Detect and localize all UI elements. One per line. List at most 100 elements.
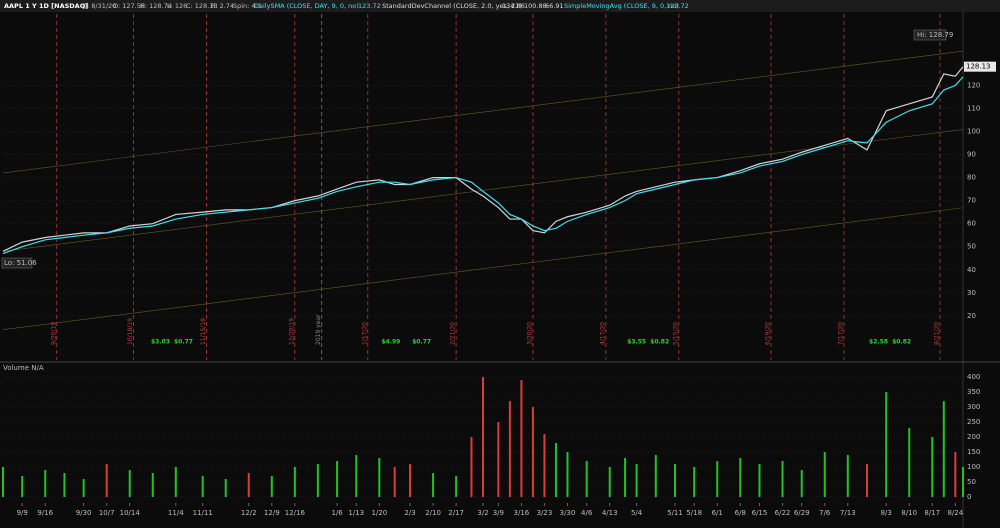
y-tick-label: 200: [967, 433, 980, 441]
volume-bar: [470, 437, 473, 497]
lo-label: Lo: 51.06: [4, 259, 37, 267]
x-tick-label: 10/7: [99, 509, 115, 517]
volume-bar: [270, 476, 273, 497]
y-tick-label: 100: [967, 128, 980, 136]
dividend-label: $3.03: [151, 339, 170, 346]
volume-bar: [224, 479, 227, 497]
channel-line: [2, 129, 964, 252]
volume-bar: [846, 455, 849, 497]
price-tag: [964, 61, 996, 72]
header: AAPL 1 Y 1D [NASDAQ] D: 8/31/20 O: 127.5…: [4, 2, 689, 10]
volume-bar: [885, 392, 888, 497]
x-tick-label: 12/9: [264, 509, 280, 517]
event-label: 3/20/20: [526, 322, 533, 345]
x-tick-label: 9/30: [76, 509, 92, 517]
volume-bar: [105, 464, 108, 497]
volume-bar: [44, 470, 47, 497]
x-tick-label: 2/17: [448, 509, 464, 517]
x-tick-label: 11/11: [193, 509, 213, 517]
study-value: 134.86: [502, 2, 525, 10]
volume-bar: [908, 428, 911, 497]
event-label: 1/17/20: [361, 322, 368, 345]
event-label: 8/21/20: [933, 322, 940, 345]
volume-bar: [543, 434, 546, 497]
y-tick-label: 0: [967, 493, 971, 501]
y-tick-label: 80: [967, 174, 976, 182]
y-tick-label: 40: [967, 266, 976, 274]
volume-bar: [962, 467, 964, 497]
volume-bar: [585, 461, 588, 497]
channel-line: [2, 207, 964, 330]
x-tick-label: 10/14: [120, 509, 141, 517]
symbol[interactable]: AAPL 1 Y 1D [NASDAQ]: [4, 2, 88, 10]
volume-bar: [355, 455, 358, 497]
x-tick-label: 1/20: [371, 509, 387, 517]
volume-bar: [432, 473, 435, 497]
y-tick-label: 300: [967, 403, 980, 411]
field: Spin: 4:1: [233, 2, 262, 10]
volume-title: Volume N/A: [3, 364, 44, 372]
x-tick-label: 6/22: [775, 509, 791, 517]
volume-bar: [316, 464, 319, 497]
field: R: 2.74: [211, 2, 234, 10]
field: O: 127.58: [113, 2, 145, 10]
x-tick-label: 3/9: [493, 509, 504, 517]
x-tick-label: 7/6: [819, 509, 831, 517]
volume-bar: [482, 377, 484, 497]
volume-bar: [781, 461, 784, 497]
y-tick-label: 120: [967, 81, 980, 89]
y-tick-label: 100: [967, 463, 980, 471]
volume-bar: [497, 422, 500, 497]
volume-bar: [954, 452, 957, 497]
volume-bar: [201, 476, 204, 497]
volume-bar: [800, 470, 803, 497]
volume-bar: [654, 455, 657, 497]
volume-bar: [455, 476, 458, 497]
event-label: 11/15/19: [200, 318, 207, 345]
price-line: [2, 66, 964, 252]
study-label[interactable]: DailySMA (CLOSE, DAY, 9, 0, no): [254, 2, 359, 10]
volume-bar: [942, 401, 945, 497]
price-tag-label: 128.13: [966, 63, 991, 71]
study-value: 123.72: [358, 2, 381, 10]
y-tick-label: 60: [967, 220, 976, 228]
x-tick-label: 6/1: [712, 509, 723, 517]
volume-bar: [823, 452, 826, 497]
volume-bar: [608, 467, 611, 497]
field: C: 128.13: [186, 2, 218, 10]
study-label[interactable]: SimpleMovingAvg (CLOSE, 9, 0, no): [564, 2, 679, 10]
x-tick-label: 4/6: [581, 509, 593, 517]
x-tick-label: 9/9: [17, 509, 28, 517]
x-tick-label: 12/16: [285, 509, 306, 517]
y-tick-label: 90: [967, 151, 976, 159]
y-tick-label: 350: [967, 388, 980, 396]
dividend-label: $2.58: [869, 339, 888, 346]
volume-bar: [174, 467, 177, 497]
x-tick-label: 2/3: [404, 509, 415, 517]
x-tick-label: 3/30: [560, 509, 576, 517]
volume-bar: [293, 467, 296, 497]
volume-bar: [2, 467, 4, 497]
x-tick-label: 7/13: [840, 509, 856, 517]
hi-label: Hi: 128.79: [917, 31, 953, 39]
volume-bar: [635, 464, 638, 497]
x-tick-label: 6/29: [794, 509, 810, 517]
y-tick-label: 400: [967, 373, 980, 381]
year-label: 2019 year: [315, 314, 322, 345]
study-label[interactable]: StandardDevChannel (CLOSE, 2.0, yes, 21): [382, 2, 522, 10]
dividend-label: $0.77: [412, 339, 431, 346]
dividend-label: $0.82: [892, 339, 911, 346]
x-tick-label: 8/10: [901, 509, 917, 517]
volume-bar: [531, 407, 534, 497]
volume-bar: [247, 473, 250, 497]
header-bar: [0, 0, 1000, 12]
dividend-label: $0.77: [174, 339, 193, 346]
volume-bar: [554, 443, 557, 497]
y-tick-label: 50: [967, 243, 976, 251]
event-label: 2/21/20: [450, 322, 457, 345]
x-tick-label: 1/6: [331, 509, 343, 517]
study-value: 123.72: [666, 2, 689, 10]
